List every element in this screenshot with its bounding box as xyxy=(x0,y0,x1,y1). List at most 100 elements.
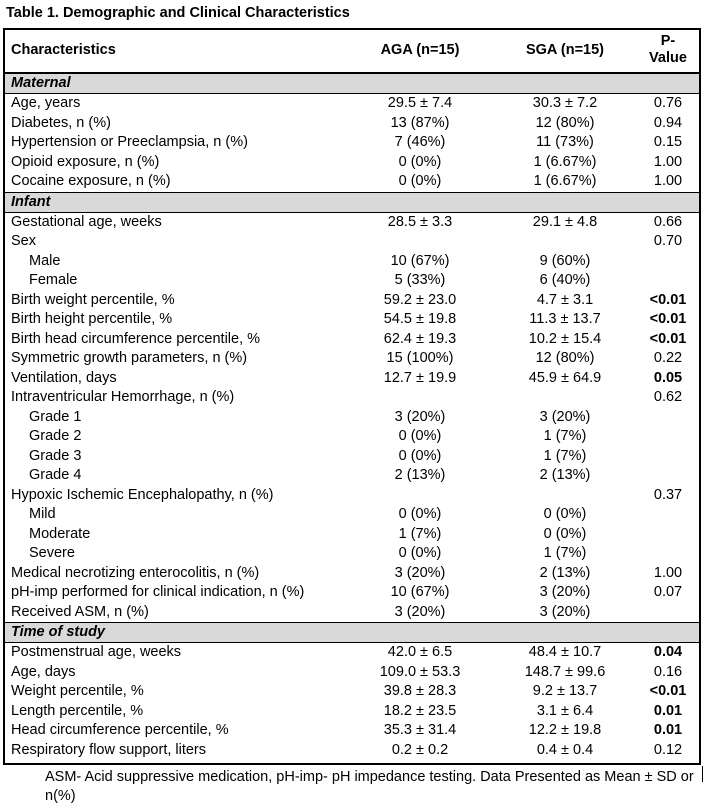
row-label: Symmetric growth parameters, n (%) xyxy=(11,350,248,366)
sga-value: 3.1 ± 6.4 xyxy=(536,702,594,719)
aga-value: 39.8 ± 28.3 xyxy=(383,683,457,699)
table-row: Head circumference percentile, % 35.3 ± 3… xyxy=(5,721,699,741)
sga-value: 3 (20%) xyxy=(539,603,591,620)
table-row: Hypoxic Ischemic Encephalopathy, n (%) 0.… xyxy=(5,486,699,506)
table-row: Ventilation, days 12.7 ± 19.9 45.9 ± 64.9 0… xyxy=(5,369,699,389)
p-value: 0.37 xyxy=(653,486,683,503)
aga-value: 2 (13%) xyxy=(394,467,446,483)
row-label: Moderate xyxy=(29,525,91,542)
p-value: 0.62 xyxy=(653,389,683,405)
sga-value: 6 (40%) xyxy=(539,272,591,288)
row-label: Age, years xyxy=(11,95,81,111)
sga-value: 9.2 ± 13.7 xyxy=(532,683,598,699)
table-row: Hypertension or Preeclampsia, n (%) 7 (46… xyxy=(5,133,699,153)
sga-value: 1 (7%) xyxy=(543,545,587,561)
aga-value: 29.5 ± 7.4 xyxy=(387,95,453,111)
section-header: Time of study xyxy=(5,622,699,643)
p-value: 1.00 xyxy=(653,173,683,189)
p-value: 0.15 xyxy=(653,134,683,150)
page-edge-line xyxy=(702,766,703,782)
section-label: Maternal xyxy=(11,75,71,91)
table-row: Intraventricular Hemorrhage, n (%) 0.62 xyxy=(5,388,699,408)
sga-value: 3 (20%) xyxy=(539,408,591,425)
table-row: Postmenstrual age, weeks 42.0 ± 6.5 48.4 ±… xyxy=(5,643,699,663)
sga-value: 45.9 ± 64.9 xyxy=(528,369,602,386)
p-value: <0.01 xyxy=(649,683,687,699)
sga-value: 12.2 ± 19.8 xyxy=(528,722,602,738)
p-value: <0.01 xyxy=(649,291,687,308)
aga-value: 13 (87%) xyxy=(390,114,450,131)
aga-value: 3 (20%) xyxy=(394,603,446,620)
row-label: Gestational age, weeks xyxy=(11,213,162,230)
p-value: 0.07 xyxy=(653,584,683,600)
p-value: <0.01 xyxy=(649,311,687,327)
aga-value: 3 (20%) xyxy=(394,564,446,581)
p-value: 0.66 xyxy=(653,213,683,230)
table-row: Female 5 (33%) 6 (40%) xyxy=(5,271,699,291)
aga-value: 7 (46%) xyxy=(394,134,446,150)
table-row: Weight percentile, % 39.8 ± 28.3 9.2 ± 13.… xyxy=(5,682,699,702)
table-row: Respiratory flow support, liters 0.2 ± 0.… xyxy=(5,741,699,761)
table-row: Age, years 29.5 ± 7.4 30.3 ± 7.2 0.76 xyxy=(5,94,699,114)
row-label: Age, days xyxy=(11,663,76,680)
aga-value: 12.7 ± 19.9 xyxy=(383,369,457,386)
section-label: Infant xyxy=(11,193,51,210)
table-title: Table 1. Demographic and Clinical Charac… xyxy=(6,5,350,21)
table-row: Birth height percentile, % 54.5 ± 19.8 11.… xyxy=(5,310,699,330)
p-value: 0.22 xyxy=(653,350,683,366)
table-row: Mild 0 (0%) 0 (0%) xyxy=(5,505,699,525)
table-row: Grade 2 0 (0%) 1 (7%) xyxy=(5,427,699,447)
sga-value: 0 (0%) xyxy=(543,506,587,522)
sga-value: 2 (13%) xyxy=(539,564,591,581)
table-footnote: ASM- Acid suppressive medication, pH-imp… xyxy=(45,769,694,804)
aga-value: 0 (0%) xyxy=(398,428,442,444)
row-label: Severe xyxy=(29,545,75,561)
aga-value: 28.5 ± 3.3 xyxy=(387,213,453,230)
aga-value: 0.2 ± 0.2 xyxy=(391,741,449,758)
aga-value: 54.5 ± 19.8 xyxy=(383,311,457,327)
section-header: Infant xyxy=(5,191,699,213)
table-body: Maternal Age, years 29.5 ± 7.4 30.3 ± 7.2 0.… xyxy=(5,74,699,760)
sga-value: 2 (13%) xyxy=(539,467,591,483)
table-row: Birth head circumference percentile, % 62… xyxy=(5,330,699,350)
table-row: Severe 0 (0%) 1 (7%) xyxy=(5,544,699,564)
table-row: Opioid exposure, n (%) 0 (0%) 1 (6.67%) 1.0… xyxy=(5,153,699,173)
aga-value: 59.2 ± 23.0 xyxy=(383,291,457,308)
sga-value: 0 (0%) xyxy=(543,525,587,542)
table-row: Cocaine exposure, n (%) 0 (0%) 1 (6.67%) 1.… xyxy=(5,172,699,192)
row-label: Mild xyxy=(29,506,56,522)
p-value: 1.00 xyxy=(653,564,683,581)
row-label: Female xyxy=(29,272,78,288)
characteristics-table: Characteristics AGA (n=15) SGA (n=15) P-… xyxy=(3,28,701,765)
row-label: Length percentile, % xyxy=(11,702,144,719)
sga-value: 148.7 ± 99.6 xyxy=(524,663,606,680)
row-label: Hypoxic Ischemic Encephalopathy, n (%) xyxy=(11,486,274,503)
p-value: 0.04 xyxy=(653,644,683,660)
sga-value: 11.3 ± 13.7 xyxy=(529,311,601,327)
row-label: Grade 4 xyxy=(29,467,82,483)
p-value: 0.01 xyxy=(653,722,683,738)
aga-value: 10 (67%) xyxy=(390,252,450,269)
sga-value: 10.2 ± 15.4 xyxy=(528,330,602,347)
table-row: Grade 3 0 (0%) 1 (7%) xyxy=(5,447,699,467)
row-label: Cocaine exposure, n (%) xyxy=(11,173,171,189)
aga-value: 109.0 ± 53.3 xyxy=(379,663,461,680)
aga-value: 35.3 ± 31.4 xyxy=(383,722,457,738)
sga-value: 9 (60%) xyxy=(539,252,591,269)
p-value: 0.94 xyxy=(653,114,683,131)
aga-value: 0 (0%) xyxy=(398,447,442,464)
row-label: Respiratory flow support, liters xyxy=(11,741,207,758)
aga-value: 1 (7%) xyxy=(398,525,442,542)
table-row: Diabetes, n (%) 13 (87%) 12 (80%) 0.94 xyxy=(5,114,699,134)
sga-value: 29.1 ± 4.8 xyxy=(532,213,598,230)
table-row: Moderate 1 (7%) 0 (0%) xyxy=(5,525,699,545)
table-row: Grade 4 2 (13%) 2 (13%) xyxy=(5,466,699,486)
row-label: Opioid exposure, n (%) xyxy=(11,153,160,170)
sga-value: 4.7 ± 3.1 xyxy=(536,291,594,308)
table-row: Received ASM, n (%) 3 (20%) 3 (20%) xyxy=(5,603,699,623)
table-row: pH-imp performed for clinical indication… xyxy=(5,583,699,603)
row-label: Grade 2 xyxy=(29,428,82,444)
aga-value: 5 (33%) xyxy=(394,272,446,288)
sga-value: 0.4 ± 0.4 xyxy=(536,741,594,758)
sga-value: 1 (6.67%) xyxy=(533,153,597,170)
